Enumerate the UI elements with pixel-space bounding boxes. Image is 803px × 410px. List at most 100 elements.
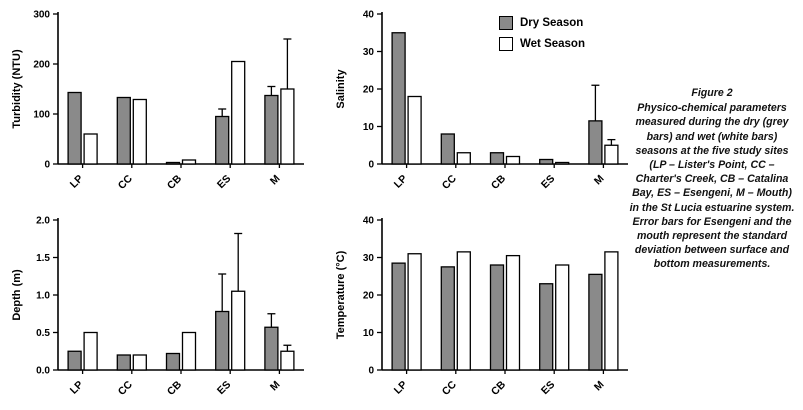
depth-bar-LP-dry xyxy=(67,350,82,371)
depth-bar-ES-wet xyxy=(231,290,246,371)
depth-bar-CB-wet xyxy=(181,331,197,371)
y-tick-label: 2.0 xyxy=(36,216,50,227)
depth-bar-M-wet xyxy=(280,350,295,371)
x-tick-label: ES xyxy=(215,173,233,191)
legend-label-dry-season: Dry Season xyxy=(520,17,584,29)
y-tick-label: 40 xyxy=(363,216,375,227)
figure-caption-title: Figure 2 xyxy=(691,87,733,99)
y-axis-label: Turbidity (NTU) xyxy=(11,49,23,129)
y-tick-label: 10 xyxy=(363,328,375,339)
y-tick-label: 0.0 xyxy=(36,366,50,377)
depth-chart: 0.0 0.5 1.0 1.5 2.0 Depth (m) LP CC CB ES M xyxy=(8,210,318,410)
x-tick-label: CB xyxy=(165,172,185,192)
legend-item-wet-season: Wet Season xyxy=(499,37,585,51)
x-tick-label: CC xyxy=(440,378,460,398)
y-tick-label: 0 xyxy=(368,160,374,171)
salinity-bar-ES-wet xyxy=(555,161,570,165)
x-tick-label: LP xyxy=(68,379,86,397)
y-axis-label: Temperature (°C) xyxy=(335,250,347,339)
x-tick-label: CB xyxy=(165,378,185,398)
y-axis-label: Depth (m) xyxy=(11,269,23,321)
x-tick-label: CB xyxy=(489,172,509,192)
y-tick-label: 30 xyxy=(363,253,375,264)
y-tick-label: 0.5 xyxy=(36,328,50,339)
depth-bar-CB-dry xyxy=(165,352,181,371)
salinity-chart: 0 10 20 30 40 Salinity LP CC CB ES M xyxy=(332,4,642,204)
temperature-bar-M-dry xyxy=(588,273,603,371)
x-tick-label: ES xyxy=(539,379,557,397)
y-tick-label: 20 xyxy=(363,85,375,96)
turbidity-bar-ES-dry xyxy=(215,115,230,165)
y-tick-label: 40 xyxy=(363,10,375,21)
figure-caption-body: Physico-chemical parameters measured dur… xyxy=(629,102,795,271)
turbidity-bar-LP-wet xyxy=(83,133,98,165)
legend: Dry Season Wet Season xyxy=(499,16,585,51)
y-tick-label: 100 xyxy=(33,110,50,121)
legend-item-dry-season: Dry Season xyxy=(499,16,585,30)
x-tick-label: M xyxy=(268,172,283,187)
x-tick-label: M xyxy=(592,172,607,187)
salinity-bar-CC-dry xyxy=(440,133,455,165)
depth-bar-LP-wet xyxy=(83,331,98,371)
temperature-bar-LP-wet xyxy=(407,253,422,371)
salinity-bar-CB-dry xyxy=(489,152,505,165)
y-axis-label: Salinity xyxy=(335,69,347,109)
y-tick-label: 0 xyxy=(368,366,374,377)
y-tick-label: 300 xyxy=(33,10,50,21)
wet-season-swatch-icon xyxy=(499,37,513,51)
salinity-bar-LP-dry xyxy=(391,32,406,165)
temperature-bar-CC-wet xyxy=(456,251,471,371)
temperature-bar-CB-wet xyxy=(505,254,521,371)
salinity-bar-LP-wet xyxy=(407,95,422,165)
depth-bar-M-dry xyxy=(264,326,279,371)
turbidity-bar-ES-wet xyxy=(231,60,246,165)
turbidity-bar-M-wet xyxy=(280,88,295,165)
y-tick-label: 200 xyxy=(33,60,50,71)
turbidity-bar-CB-dry xyxy=(165,161,181,165)
y-tick-label: 10 xyxy=(363,122,375,133)
x-tick-label: CC xyxy=(116,172,136,192)
turbidity-bar-CC-wet xyxy=(132,98,147,165)
dry-season-swatch-icon xyxy=(499,16,513,30)
salinity-bar-M-dry xyxy=(588,120,603,165)
salinity-bar-CB-wet xyxy=(505,155,521,165)
depth-plot: 0.0 0.5 1.0 1.5 2.0 Depth (m) LP CC CB ES M xyxy=(11,216,304,398)
y-tick-label: 30 xyxy=(363,47,375,58)
temperature-bar-CC-dry xyxy=(440,266,455,371)
temperature-bar-ES-dry xyxy=(539,283,554,371)
temperature-bar-ES-wet xyxy=(555,264,570,371)
temperature-chart: 0 10 20 30 40 Temperature (°C) LP CC CB ES M xyxy=(332,210,642,410)
y-tick-label: 20 xyxy=(363,291,375,302)
x-tick-label: LP xyxy=(68,173,86,191)
turbidity-bar-CB-wet xyxy=(181,159,197,165)
x-tick-label: CC xyxy=(440,172,460,192)
y-tick-label: 1.5 xyxy=(36,253,50,264)
salinity-plot: 0 10 20 30 40 Salinity LP CC CB ES M xyxy=(335,10,628,192)
temperature-bar-M-wet xyxy=(604,251,619,371)
depth-bar-CC-dry xyxy=(116,354,131,371)
x-tick-label: LP xyxy=(392,173,410,191)
turbidity-plot: 0 100 200 300 Turbidity (NTU) LP CC CB ES M xyxy=(11,10,304,192)
turbidity-bar-M-dry xyxy=(264,94,279,165)
x-tick-label: M xyxy=(592,378,607,393)
salinity-bar-CC-wet xyxy=(456,152,471,165)
x-tick-label: ES xyxy=(539,173,557,191)
depth-bar-ES-dry xyxy=(215,310,230,371)
figure-caption: Figure 2 Physico-chemical parameters mea… xyxy=(627,86,797,271)
temperature-plot: 0 10 20 30 40 Temperature (°C) LP CC CB ES M xyxy=(335,216,628,398)
turbidity-bar-CC-dry xyxy=(116,96,131,165)
salinity-bar-ES-dry xyxy=(539,158,554,165)
y-tick-label: 0 xyxy=(44,160,50,171)
salinity-bar-M-wet xyxy=(604,144,619,165)
x-tick-label: M xyxy=(268,378,283,393)
temperature-bar-CB-dry xyxy=(489,264,505,371)
legend-label-wet-season: Wet Season xyxy=(520,38,585,50)
y-tick-label: 1.0 xyxy=(36,291,50,302)
depth-bar-CC-wet xyxy=(132,354,147,371)
x-tick-label: ES xyxy=(215,379,233,397)
x-tick-label: LP xyxy=(392,379,410,397)
temperature-bar-LP-dry xyxy=(391,262,406,371)
turbidity-chart: 0 100 200 300 Turbidity (NTU) LP CC CB ES M xyxy=(8,4,318,204)
x-tick-label: CC xyxy=(116,378,136,398)
